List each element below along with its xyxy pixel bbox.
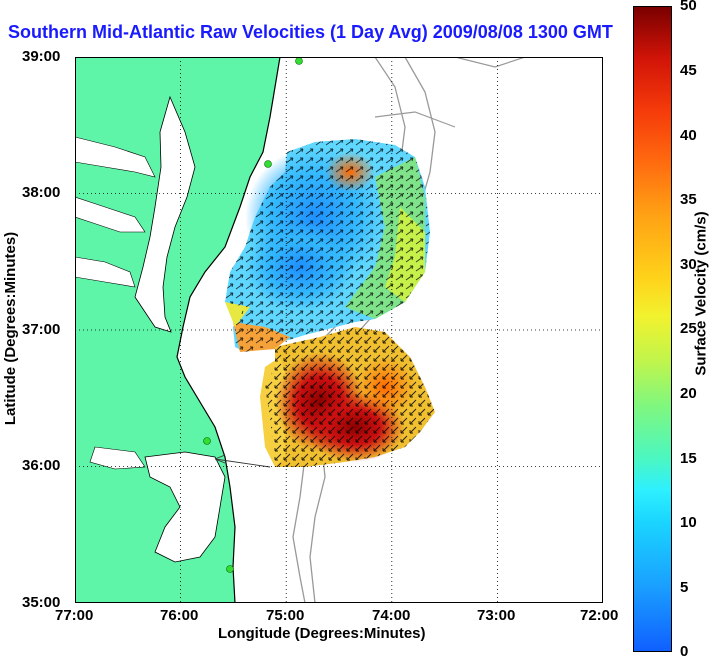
colorbar-tick-label: 5 — [680, 579, 689, 596]
y-tick-label: 36:00 — [22, 457, 61, 474]
colorbar-tick-label: 25 — [680, 320, 697, 337]
colorbar-tick-label: 15 — [680, 450, 697, 467]
map-plot — [75, 57, 603, 603]
radar-station-marker — [203, 437, 211, 445]
chesapeake-bay — [134, 95, 196, 333]
map-title: Southern Mid-Atlantic Raw Velocities (1 … — [8, 22, 613, 42]
colorbar-tick-label: 35 — [680, 191, 697, 208]
coastline — [176, 57, 281, 603]
radar-station-marker — [264, 160, 272, 168]
x-axis-label: Longitude (Degrees:Minutes) — [218, 625, 426, 642]
colorbar-tick-label: 45 — [680, 62, 697, 79]
x-tick-label: 74:00 — [372, 607, 411, 624]
colorbar-tick-label: 20 — [680, 385, 697, 402]
radar-station-marker — [295, 57, 303, 65]
y-tick-label: 38:00 — [22, 184, 61, 201]
colorbar-tick-label: 40 — [680, 127, 697, 144]
x-tick-label: 75:00 — [266, 607, 305, 624]
colorbar-tick-label: 0 — [680, 643, 689, 660]
x-tick-label: 73:00 — [477, 607, 516, 624]
pamlico-sound — [144, 451, 226, 563]
grid-lines — [75, 57, 603, 603]
x-tick-label: 76:00 — [160, 607, 199, 624]
colorbar — [633, 6, 672, 652]
colorbar-tick-label: 50 — [680, 0, 697, 14]
colorbar-label: Surface Velocity (cm/s) — [692, 211, 710, 376]
colorbar-tick-label: 30 — [680, 256, 697, 273]
colorbar-tick-label: 10 — [680, 514, 697, 531]
x-tick-label: 77:00 — [55, 607, 94, 624]
y-tick-label: 39:00 — [22, 48, 61, 65]
radar-station-marker — [226, 565, 234, 573]
x-tick-label: 72:00 — [580, 607, 619, 624]
y-axis-label: Latitude (Degrees:Minutes) — [2, 231, 20, 426]
y-tick-label: 37:00 — [22, 321, 61, 338]
y-tick-label: 35:00 — [22, 594, 61, 611]
